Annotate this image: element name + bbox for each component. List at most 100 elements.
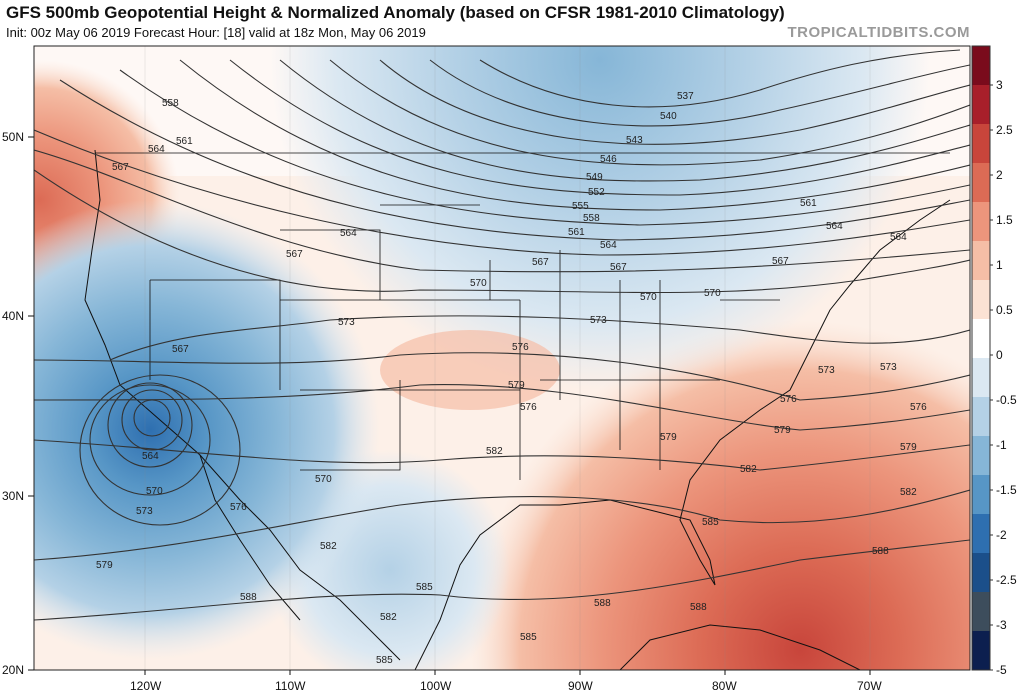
- contour-label: 546: [600, 154, 617, 165]
- colorbar-label: -2: [996, 528, 1007, 542]
- colorbar-label: 1: [996, 258, 1003, 272]
- contour-labels: 537 540 543 546 549 552 555 558 561 564 …: [96, 91, 927, 666]
- contour-label: 561: [568, 227, 585, 238]
- colorbar-swatch: [972, 514, 990, 554]
- contour-label: 573: [338, 317, 355, 328]
- map-subtitle: Init: 00z May 06 2019 Forecast Hour: [18…: [6, 25, 426, 40]
- contour-label: 582: [320, 541, 337, 552]
- contour-label: 540: [660, 111, 677, 122]
- latitude-ticks: [28, 136, 34, 671]
- contour-label: 567: [610, 262, 627, 273]
- colorbar-label: 2: [996, 168, 1003, 182]
- coastlines: [84, 149, 951, 670]
- contour-label: 588: [594, 598, 611, 609]
- colorbar-swatch: [972, 85, 990, 125]
- contour-label: 573: [880, 362, 897, 373]
- contour-label: 582: [900, 487, 917, 498]
- contour-label: 573: [590, 315, 607, 326]
- lat-label: 20N: [2, 663, 24, 677]
- colorbar-label: -3: [996, 618, 1007, 632]
- contour-label: 558: [162, 98, 179, 109]
- lon-label: 90W: [568, 679, 593, 693]
- colorbar-swatch: [972, 163, 990, 203]
- colorbar-swatch: [972, 475, 990, 515]
- contour-label: 564: [340, 228, 357, 239]
- contour-label: 576: [910, 402, 927, 413]
- lon-label: 120W: [130, 679, 162, 693]
- contour-label: 558: [583, 213, 600, 224]
- contour-label: 564: [890, 232, 907, 243]
- contour-label: 579: [900, 442, 917, 453]
- contour-label: 564: [142, 451, 159, 462]
- contour-label: 567: [532, 257, 549, 268]
- contour-label: 567: [172, 344, 189, 355]
- contour-label: 588: [240, 592, 257, 603]
- contour-label: 579: [660, 432, 677, 443]
- contour-label: 564: [826, 221, 843, 232]
- contour-label: 570: [315, 474, 332, 485]
- colorbar-label: 2.5: [996, 123, 1013, 137]
- lat-label: 40N: [2, 309, 24, 323]
- colorbar-label: 1.5: [996, 213, 1013, 227]
- colorbar-swatch: [972, 553, 990, 593]
- contour-label: 537: [677, 91, 694, 102]
- contour-label: 576: [520, 402, 537, 413]
- contour-label: 564: [148, 144, 165, 155]
- colorbar-swatch: [972, 436, 990, 476]
- contour-label: 588: [872, 546, 889, 557]
- colorbar-swatch: [972, 358, 990, 398]
- map-frame: [33, 45, 971, 671]
- contour-label: 567: [772, 256, 789, 267]
- contour-label: 588: [690, 602, 707, 613]
- lat-label: 30N: [2, 489, 24, 503]
- colorbar-swatch: [972, 592, 990, 632]
- colorbar-swatch: [972, 397, 990, 437]
- contour-label: 552: [588, 187, 605, 198]
- colorbar-label: -2.5: [996, 573, 1017, 587]
- contour-label: 576: [230, 502, 247, 513]
- contour-label: 585: [702, 517, 719, 528]
- colorbar-label: -0.5: [996, 393, 1017, 407]
- brand-watermark: TROPICALTIDBITS.COM: [787, 24, 970, 41]
- contour-label: 579: [96, 560, 113, 571]
- colorbar-swatch: [972, 202, 990, 242]
- contour-label: 570: [146, 486, 163, 497]
- colorbar-swatch: [972, 46, 990, 86]
- contour-label: 573: [136, 506, 153, 517]
- contour-label: 570: [704, 288, 721, 299]
- contour-label: 561: [800, 198, 817, 209]
- lon-label: 100W: [420, 679, 452, 693]
- colorbar-label: -5: [996, 663, 1007, 677]
- contour-label: 549: [586, 172, 603, 183]
- contour-label: 582: [380, 612, 397, 623]
- colorbar-label: -1.5: [996, 483, 1017, 497]
- colorbar-swatch: [972, 631, 990, 671]
- anomaly-shading: 537 540 543 546 549 552 555 558 561 564 …: [34, 46, 970, 670]
- colorbar-label: -1: [996, 438, 1007, 452]
- lon-label: 110W: [275, 679, 306, 693]
- colorbar-label: 0.5: [996, 303, 1013, 317]
- contour-label: 567: [112, 162, 129, 173]
- contour-label: 570: [470, 278, 487, 289]
- contour-label: 555: [572, 201, 589, 212]
- latitude-labels: 50N 40N 30N 20N: [2, 130, 24, 677]
- colorbar-label: 0: [996, 348, 1003, 362]
- contour-label: 585: [416, 582, 433, 593]
- contour-label: 579: [774, 425, 791, 436]
- colorbar-swatch: [972, 319, 990, 359]
- contour-label: 567: [286, 249, 303, 260]
- colorbar-label: 3: [996, 78, 1003, 92]
- contour-label: 564: [600, 240, 617, 251]
- longitude-ticks: [144, 670, 871, 675]
- contour-label: 579: [508, 380, 525, 391]
- longitude-labels: 120W 110W 100W 90W 80W 70W: [130, 679, 882, 693]
- contour-label: 576: [512, 342, 529, 353]
- contour-label: 561: [176, 136, 193, 147]
- map-title: GFS 500mb Geopotential Height & Normaliz…: [6, 3, 785, 22]
- colorbar-swatch: [972, 124, 990, 164]
- height-contours: [34, 49, 970, 621]
- lon-label: 70W: [857, 679, 882, 693]
- graticule: [144, 46, 871, 670]
- colorbar-swatch: [972, 280, 990, 320]
